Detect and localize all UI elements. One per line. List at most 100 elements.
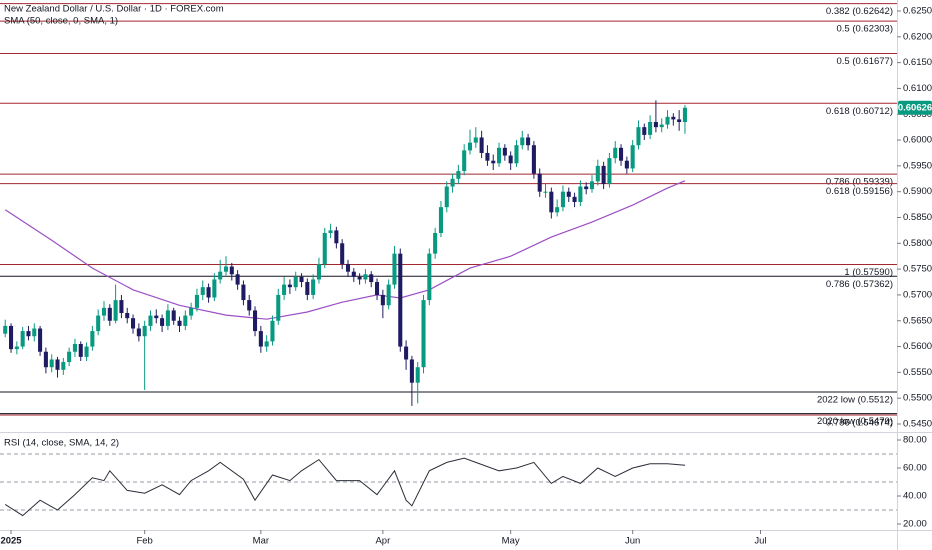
candle-body (456, 171, 461, 179)
candle-body (433, 232, 438, 254)
candle-body (491, 160, 496, 164)
candle-body (229, 266, 234, 275)
candle-body (148, 315, 153, 326)
candle-body (218, 271, 223, 280)
candle-body (20, 331, 25, 347)
candle-body (345, 263, 351, 272)
candle-body (502, 147, 507, 156)
candle-body (630, 145, 635, 169)
candle-body (555, 207, 560, 213)
candle-body (84, 346, 89, 357)
candle-body (514, 145, 519, 164)
candle-body (189, 307, 194, 316)
candle-body (398, 253, 403, 347)
level-label: 0.618 (0.60712) (826, 106, 893, 117)
candle-body (26, 331, 31, 337)
candle-body (125, 313, 130, 319)
level-label: 2022 low (0.5512) (817, 395, 893, 406)
level-label: 0.5 (0.62303) (836, 24, 893, 35)
candle-body (322, 232, 327, 264)
candle-body (386, 284, 391, 306)
candle-body (55, 359, 60, 370)
candle-body (165, 310, 170, 326)
level-label: 2020 low (0.5470) (817, 416, 893, 427)
candle-body (485, 152, 490, 161)
candle-body (421, 300, 426, 368)
candle-body (659, 124, 664, 128)
candle-body (682, 107, 687, 122)
candle-body (14, 346, 19, 350)
candle-body (450, 178, 455, 187)
candle-body (183, 315, 188, 326)
candle-body (90, 331, 95, 347)
candle-body (334, 230, 339, 244)
candle-body (305, 282, 310, 295)
candle-body (293, 276, 298, 288)
level-label: 0.382 (0.62642) (826, 6, 893, 17)
candle-body (3, 325, 8, 334)
candle-body (154, 315, 159, 319)
level-label: 0.786 (0.54674) (826, 418, 893, 429)
candle-body (247, 300, 252, 311)
candle-body (78, 343, 83, 357)
candle-body (526, 137, 531, 146)
candle-body (537, 173, 542, 192)
x-tick-label: Feb (136, 536, 152, 547)
candle-body (67, 351, 72, 363)
rsi-tick-label: 40.00 (903, 491, 927, 502)
candle-body (206, 287, 211, 298)
rsi-legend: RSI (14, close, SMA, 14, 2) (4, 438, 119, 449)
candle-body (253, 310, 258, 332)
candle-body (375, 282, 380, 295)
last-price-badge (898, 100, 932, 115)
candle-body (136, 328, 141, 337)
candle-body (258, 331, 263, 347)
candle-body (543, 191, 548, 193)
x-tick-label: Jun (625, 536, 640, 547)
candle-body (264, 341, 269, 347)
candle-body (38, 328, 43, 352)
candle-body (142, 325, 147, 337)
candle-body (131, 318, 136, 329)
candle-body (578, 186, 583, 203)
candle-body (415, 367, 420, 383)
level-label: 0.5 (0.61677) (836, 56, 893, 67)
candle-body (160, 318, 165, 326)
candle-body (311, 279, 316, 295)
candle-body (212, 279, 217, 298)
candle-body (276, 294, 281, 321)
candle-body (520, 137, 525, 146)
y-tick-label: 0.54500 (903, 419, 932, 430)
candle-body (363, 274, 368, 280)
candle-body (380, 294, 385, 306)
candle-body (409, 359, 414, 383)
candle-body (427, 253, 432, 301)
candle-body (566, 191, 571, 197)
candle-body (200, 287, 205, 295)
candle-body (572, 196, 577, 203)
candle-body (648, 121, 653, 135)
candle-body (113, 300, 118, 321)
candle-body (316, 263, 321, 280)
candle-body (531, 145, 536, 174)
rsi-tick-label: 20.00 (903, 518, 927, 529)
candle-body (589, 181, 595, 190)
candle-body (619, 147, 624, 161)
candle-body (438, 207, 443, 233)
level-label: 0.786 (0.57362) (826, 279, 893, 290)
candle-body (340, 243, 345, 264)
candle-body (328, 230, 333, 233)
rsi-line (4, 457, 686, 517)
